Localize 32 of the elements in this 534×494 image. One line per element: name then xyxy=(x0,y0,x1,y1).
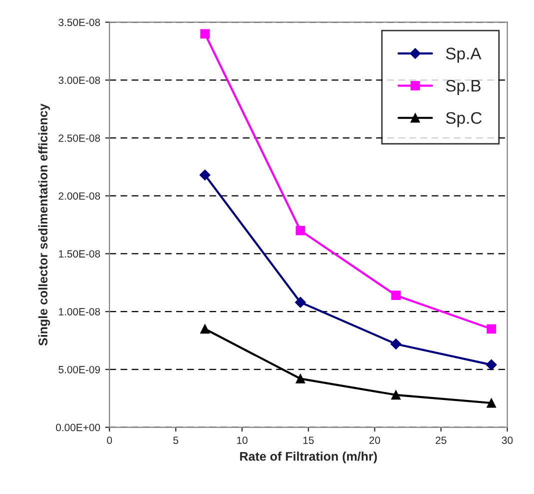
y-tick-label: 3.50E-08 xyxy=(58,18,100,26)
x-tick-label: 15 xyxy=(303,436,314,444)
point xyxy=(486,324,496,334)
legend-label: Sp.A xyxy=(446,48,482,63)
point xyxy=(391,390,401,400)
point xyxy=(200,29,210,38)
x-tick-label: 0 xyxy=(106,436,112,444)
y-tick-label: 3.00E-08 xyxy=(58,76,100,84)
x-tick-label: 5 xyxy=(173,436,178,444)
y-tick-label: 0.00E+00 xyxy=(56,424,100,432)
x-axis-title: Rate of Filtration (m/hr) xyxy=(240,452,377,464)
point xyxy=(486,398,496,408)
y-tick-label: 1.50E-08 xyxy=(58,250,100,258)
point xyxy=(486,359,497,370)
x-tick-label: 30 xyxy=(502,436,513,444)
point xyxy=(200,324,210,334)
x-tick-label: 20 xyxy=(369,436,380,444)
y-tick-label: 2.00E-08 xyxy=(58,192,100,200)
y-tick-label: 1.00E-08 xyxy=(58,308,100,316)
x-tick-label: 10 xyxy=(237,436,248,444)
x-tick-label: 25 xyxy=(436,436,446,444)
legend-label: Sp.C xyxy=(446,112,482,128)
y-axis-title: Single collector sedimentation efficiency xyxy=(38,104,50,346)
y-tick-label: 2.50E-08 xyxy=(58,134,100,142)
y-tick-label: 5.00E-09 xyxy=(58,366,100,374)
point xyxy=(391,290,401,300)
point xyxy=(390,338,402,350)
point xyxy=(294,296,306,308)
point xyxy=(296,374,306,384)
legend-label: Sp.B xyxy=(446,80,480,95)
point xyxy=(296,226,306,236)
point xyxy=(200,170,210,180)
